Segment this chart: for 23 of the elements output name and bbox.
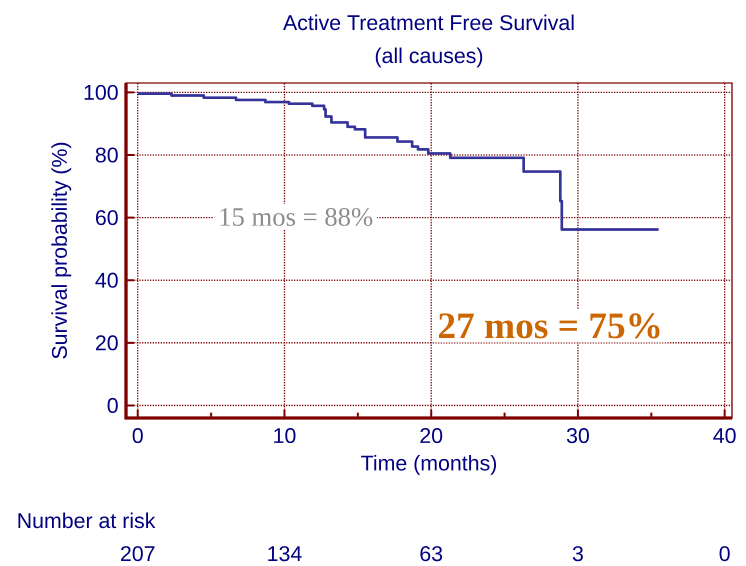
chart-title: Active Treatment Free Survival bbox=[283, 14, 574, 30]
x-tick-label: 40 bbox=[713, 428, 736, 444]
text: 63 bbox=[420, 546, 442, 562]
x-tick-label: 0 bbox=[132, 428, 143, 444]
annotation: 27 mos = 75% bbox=[438, 313, 660, 339]
x-axis-title: Time (months) bbox=[361, 454, 496, 475]
x-tick-label: 30 bbox=[566, 428, 589, 444]
text: 0 bbox=[720, 546, 730, 562]
text: 207 bbox=[121, 546, 154, 562]
y-tick-label: 100 bbox=[84, 84, 118, 100]
x-tick-label: 10 bbox=[274, 428, 296, 444]
y-tick-label: 20 bbox=[96, 335, 118, 350]
annotation: 15 mos = 88% bbox=[220, 208, 372, 226]
y-tick-label: 60 bbox=[96, 210, 118, 226]
y-tick-label: 80 bbox=[96, 147, 118, 163]
y-tick-label: 40 bbox=[95, 272, 118, 288]
text: 134 bbox=[268, 546, 302, 562]
y-axis-title: Survival probability (%) bbox=[51, 142, 72, 359]
chart-subtitle: (all causes) bbox=[376, 48, 482, 68]
text: Number at risk bbox=[18, 512, 156, 528]
x-tick-label: 20 bbox=[420, 428, 442, 444]
text: 3 bbox=[572, 546, 583, 562]
y-tick-label: 0 bbox=[108, 398, 118, 414]
